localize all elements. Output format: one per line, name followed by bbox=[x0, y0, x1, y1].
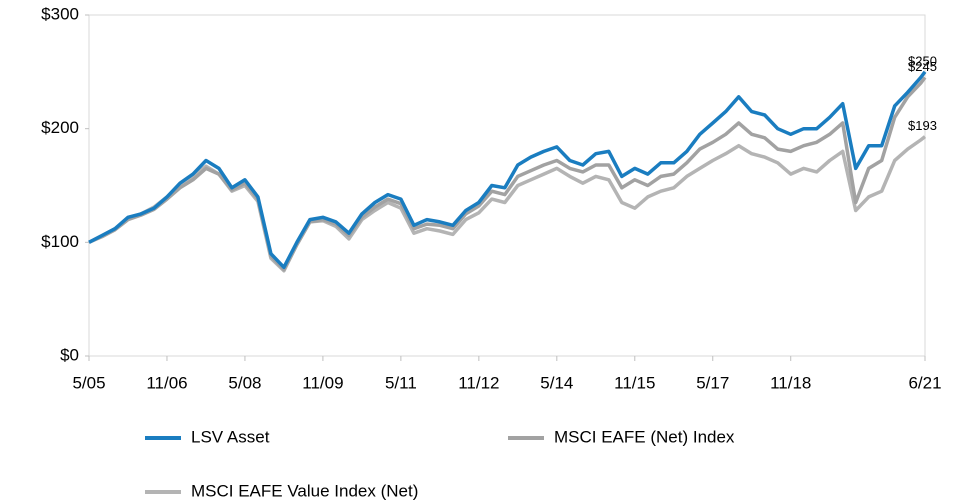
x-tick-label: 11/09 bbox=[302, 373, 343, 392]
x-tick-label: 6/21 bbox=[908, 373, 941, 392]
legend-label: LSV Asset bbox=[191, 427, 270, 446]
x-tick-label: 5/11 bbox=[385, 373, 417, 392]
end-label: $250 bbox=[908, 53, 937, 68]
end-label: $193 bbox=[908, 118, 937, 133]
series-line bbox=[88, 135, 927, 273]
x-tick-label: 5/08 bbox=[228, 373, 261, 392]
y-tick-label: $200 bbox=[41, 118, 79, 137]
x-tick-label: 11/06 bbox=[146, 373, 187, 392]
y-tick-label: $300 bbox=[41, 4, 79, 23]
y-tick-label: $0 bbox=[60, 345, 79, 364]
x-tick-label: 5/17 bbox=[696, 373, 729, 392]
series-line bbox=[88, 70, 927, 270]
legend-label: MSCI EAFE Value Index (Net) bbox=[191, 481, 418, 500]
x-tick-label: 11/18 bbox=[770, 373, 811, 392]
end-label: $245 bbox=[908, 59, 937, 74]
y-tick-label: $100 bbox=[41, 232, 79, 251]
x-tick-label: 5/05 bbox=[72, 373, 105, 392]
x-tick-label: 11/15 bbox=[614, 373, 655, 392]
series-line bbox=[88, 76, 927, 272]
x-tick-label: 11/12 bbox=[458, 373, 499, 392]
legend-label: MSCI EAFE (Net) Index bbox=[554, 427, 735, 446]
plot-frame bbox=[88, 14, 926, 357]
x-tick-label: 5/14 bbox=[540, 373, 573, 392]
